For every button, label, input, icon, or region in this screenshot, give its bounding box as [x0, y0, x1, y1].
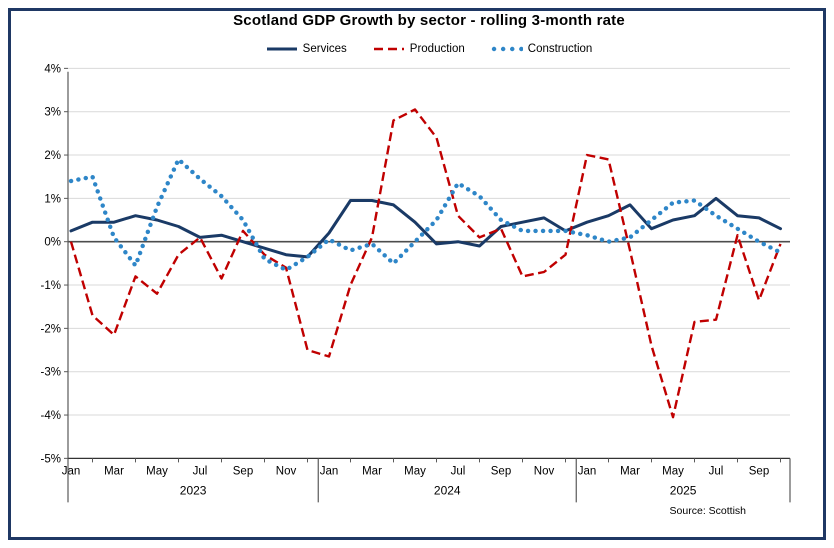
legend: Services Production Construction [68, 43, 790, 55]
services-line-sample [266, 47, 297, 51]
legend-label-construction: Construction [527, 43, 593, 55]
y-axis-label: -4% [41, 410, 61, 422]
source-note: Source: Scottish [669, 505, 746, 517]
y-axis-label: 4% [44, 63, 61, 75]
construction-series-line [68, 157, 783, 273]
y-axis-label: -2% [41, 323, 61, 335]
x-axis-year-label: 2024 [434, 483, 461, 497]
x-axis-month-label: Jan [320, 465, 339, 477]
x-axis-month-label: Sep [749, 465, 769, 477]
y-axis-label: -5% [41, 453, 61, 465]
x-axis-month-label: Nov [534, 465, 555, 477]
x-axis-month-label: Jul [451, 465, 466, 477]
x-axis-month-label: Sep [491, 465, 511, 477]
x-axis-year-label: 2025 [670, 483, 697, 497]
y-axis-label: -3% [41, 367, 61, 379]
x-axis-month-label: Mar [620, 465, 640, 477]
x-axis-month-label: May [404, 465, 426, 477]
production-series-line [69, 108, 782, 419]
production-line-sample [373, 47, 404, 51]
x-axis-month-label: May [662, 465, 684, 477]
y-axis-label: 3% [44, 107, 61, 119]
x-axis-month-label: Jan [62, 465, 81, 477]
x-axis-month-label: Sep [233, 465, 253, 477]
x-axis-month-label: May [146, 465, 168, 477]
x-axis-month-label: Jul [709, 465, 724, 477]
y-axis-label: 2% [44, 150, 61, 162]
y-axis-label: 0% [44, 237, 61, 249]
services-series-line [69, 196, 782, 259]
y-axis-label: -1% [41, 280, 61, 292]
legend-item-production: Production [373, 43, 465, 55]
x-axis-month-label: Nov [276, 465, 297, 477]
x-axis-month-label: Mar [362, 465, 382, 477]
legend-label-services: Services [302, 43, 347, 55]
x-axis-month-label: Jul [193, 465, 208, 477]
x-axis-year-label: 2023 [180, 483, 207, 497]
y-axis-label: 1% [44, 193, 61, 205]
legend-label-production: Production [409, 43, 465, 55]
legend-item-services: Services [266, 43, 347, 55]
chart-border-frame [8, 8, 826, 540]
x-axis-month-label: Mar [104, 465, 124, 477]
legend-item-construction: Construction [491, 43, 593, 55]
x-axis-month-label: Jan [578, 465, 597, 477]
chart-title: Scotland GDP Growth by sector - rolling … [233, 12, 625, 29]
